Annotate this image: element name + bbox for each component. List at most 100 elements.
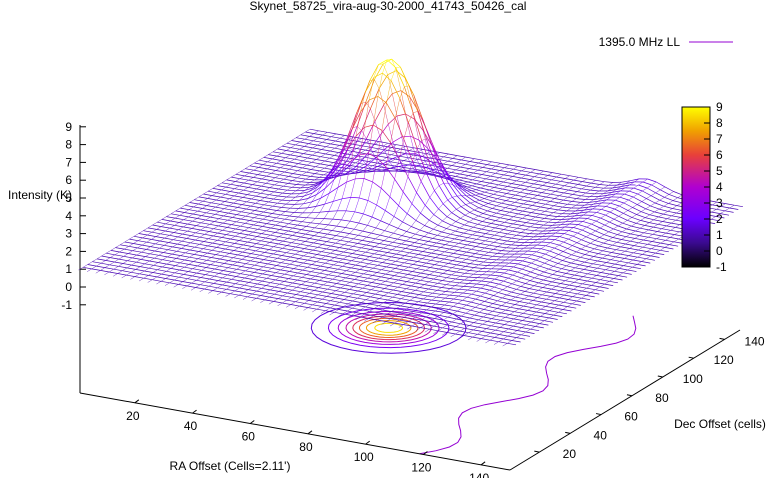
surface-mesh-segment xyxy=(214,213,224,217)
surface-mesh-segment xyxy=(229,188,235,192)
surface-mesh-segment xyxy=(165,223,175,226)
surface-mesh-segment xyxy=(619,196,629,201)
surface-mesh-segment xyxy=(353,238,363,241)
surface-mesh-segment xyxy=(251,298,257,302)
surface-mesh-segment xyxy=(564,287,574,290)
surface-mesh-segment xyxy=(540,256,550,261)
surface-mesh-segment xyxy=(568,189,578,192)
surface-mesh-segment xyxy=(283,281,293,284)
surface-mesh-segment xyxy=(366,121,376,139)
surface-mesh-segment xyxy=(503,236,512,239)
surface-mesh-segment xyxy=(293,173,302,176)
surface-mesh-segment xyxy=(538,282,548,286)
surface-mesh-segment xyxy=(132,247,138,251)
surface-mesh-segment xyxy=(508,168,514,173)
surface-mesh-segment xyxy=(414,239,420,243)
surface-mesh-segment xyxy=(272,148,278,153)
surface-mesh-segment xyxy=(565,178,574,181)
surface-mesh-segment xyxy=(231,276,237,280)
surface-mesh-segment xyxy=(170,268,180,271)
surface-mesh-segment xyxy=(242,249,248,253)
surface-mesh-segment xyxy=(437,234,446,238)
surface-mesh-segment xyxy=(518,203,524,207)
surface-mesh-segment xyxy=(485,335,495,338)
surface-mesh-segment xyxy=(459,330,469,334)
surface-mesh-segment xyxy=(110,257,119,260)
surface-mesh-segment xyxy=(306,226,315,229)
surface-mesh-segment xyxy=(461,189,472,196)
surface-mesh-segment xyxy=(470,194,476,196)
surface-mesh-segment xyxy=(622,231,631,235)
surface-mesh-segment xyxy=(453,245,463,249)
surface-mesh-segment xyxy=(469,325,478,328)
surface-mesh-segment xyxy=(458,242,468,246)
surface-mesh-segment xyxy=(247,241,257,244)
surface-mesh-segment xyxy=(464,270,470,274)
surface-mesh-segment xyxy=(447,270,457,273)
surface-mesh-segment xyxy=(435,303,445,306)
surface-mesh-segment xyxy=(319,203,325,213)
surface-mesh-segment xyxy=(276,265,286,268)
surface-mesh-segment xyxy=(166,261,172,265)
surface-mesh-segment xyxy=(393,232,403,236)
surface-mesh-segment xyxy=(337,273,342,277)
surface-mesh-segment xyxy=(174,222,180,226)
surface-mesh-segment xyxy=(342,161,347,165)
surface-mesh-segment xyxy=(478,205,484,209)
surface-mesh-segment xyxy=(518,305,524,310)
surface-mesh-segment xyxy=(212,188,222,191)
surface-mesh-segment xyxy=(252,238,262,242)
surface-mesh-segment xyxy=(453,303,458,307)
surface-mesh-segment xyxy=(616,239,622,243)
surface-mesh-segment xyxy=(497,250,503,254)
surface-mesh-segment xyxy=(310,275,316,280)
surface-mesh-segment xyxy=(360,261,370,265)
surface-mesh-segment xyxy=(613,228,623,233)
surface-mesh-segment xyxy=(370,293,376,298)
surface-mesh-segment xyxy=(485,284,495,288)
surface-mesh-segment xyxy=(361,302,371,305)
surface-mesh-segment xyxy=(394,268,404,271)
surface-mesh-segment xyxy=(273,195,279,200)
surface-mesh-segment xyxy=(397,286,407,290)
surface-mesh-segment xyxy=(655,242,661,247)
surface-mesh-segment xyxy=(351,257,357,261)
surface-mesh-segment xyxy=(417,315,427,318)
surface-mesh-segment xyxy=(663,203,669,207)
surface-mesh-segment xyxy=(366,292,376,295)
surface-mesh-segment xyxy=(498,184,508,187)
surface-mesh-segment xyxy=(613,225,619,230)
surface-mesh-segment xyxy=(512,227,518,232)
surface-mesh-segment xyxy=(382,254,392,258)
surface-mesh-segment xyxy=(460,320,466,325)
surface-mesh-segment xyxy=(407,271,413,275)
surface-mesh-segment xyxy=(537,244,546,247)
surface-mesh-segment xyxy=(212,185,218,189)
surface-mesh-segment xyxy=(351,113,357,130)
surface-mesh-segment xyxy=(309,184,319,188)
surface-mesh-segment xyxy=(484,244,490,249)
surface-mesh-segment xyxy=(259,207,269,210)
surface-mesh-segment xyxy=(589,199,595,203)
surface-mesh-segment xyxy=(499,231,508,235)
surface-mesh-segment xyxy=(398,205,408,214)
surface-mesh-segment xyxy=(373,308,383,311)
surface-mesh-segment xyxy=(490,227,496,232)
surface-mesh-segment xyxy=(494,283,500,288)
surface-mesh-segment xyxy=(546,296,551,300)
surface-mesh-segment xyxy=(293,265,299,269)
surface-mesh-segment xyxy=(392,249,401,252)
surface-mesh-segment xyxy=(369,144,375,148)
surface-mesh-segment xyxy=(515,239,521,243)
surface-mesh-segment xyxy=(517,173,526,176)
surface-mesh-segment xyxy=(479,198,485,201)
surface-mesh-segment xyxy=(448,253,454,257)
surface-mesh-segment xyxy=(332,210,338,220)
surface-mesh-segment xyxy=(110,250,120,253)
surface-mesh-segment xyxy=(508,328,518,331)
surface-mesh-segment xyxy=(463,175,469,179)
surface-mesh-segment xyxy=(509,164,518,167)
surface-mesh-segment xyxy=(628,196,634,201)
surface-mesh-segment xyxy=(238,247,248,250)
surface-mesh-segment xyxy=(425,316,435,319)
